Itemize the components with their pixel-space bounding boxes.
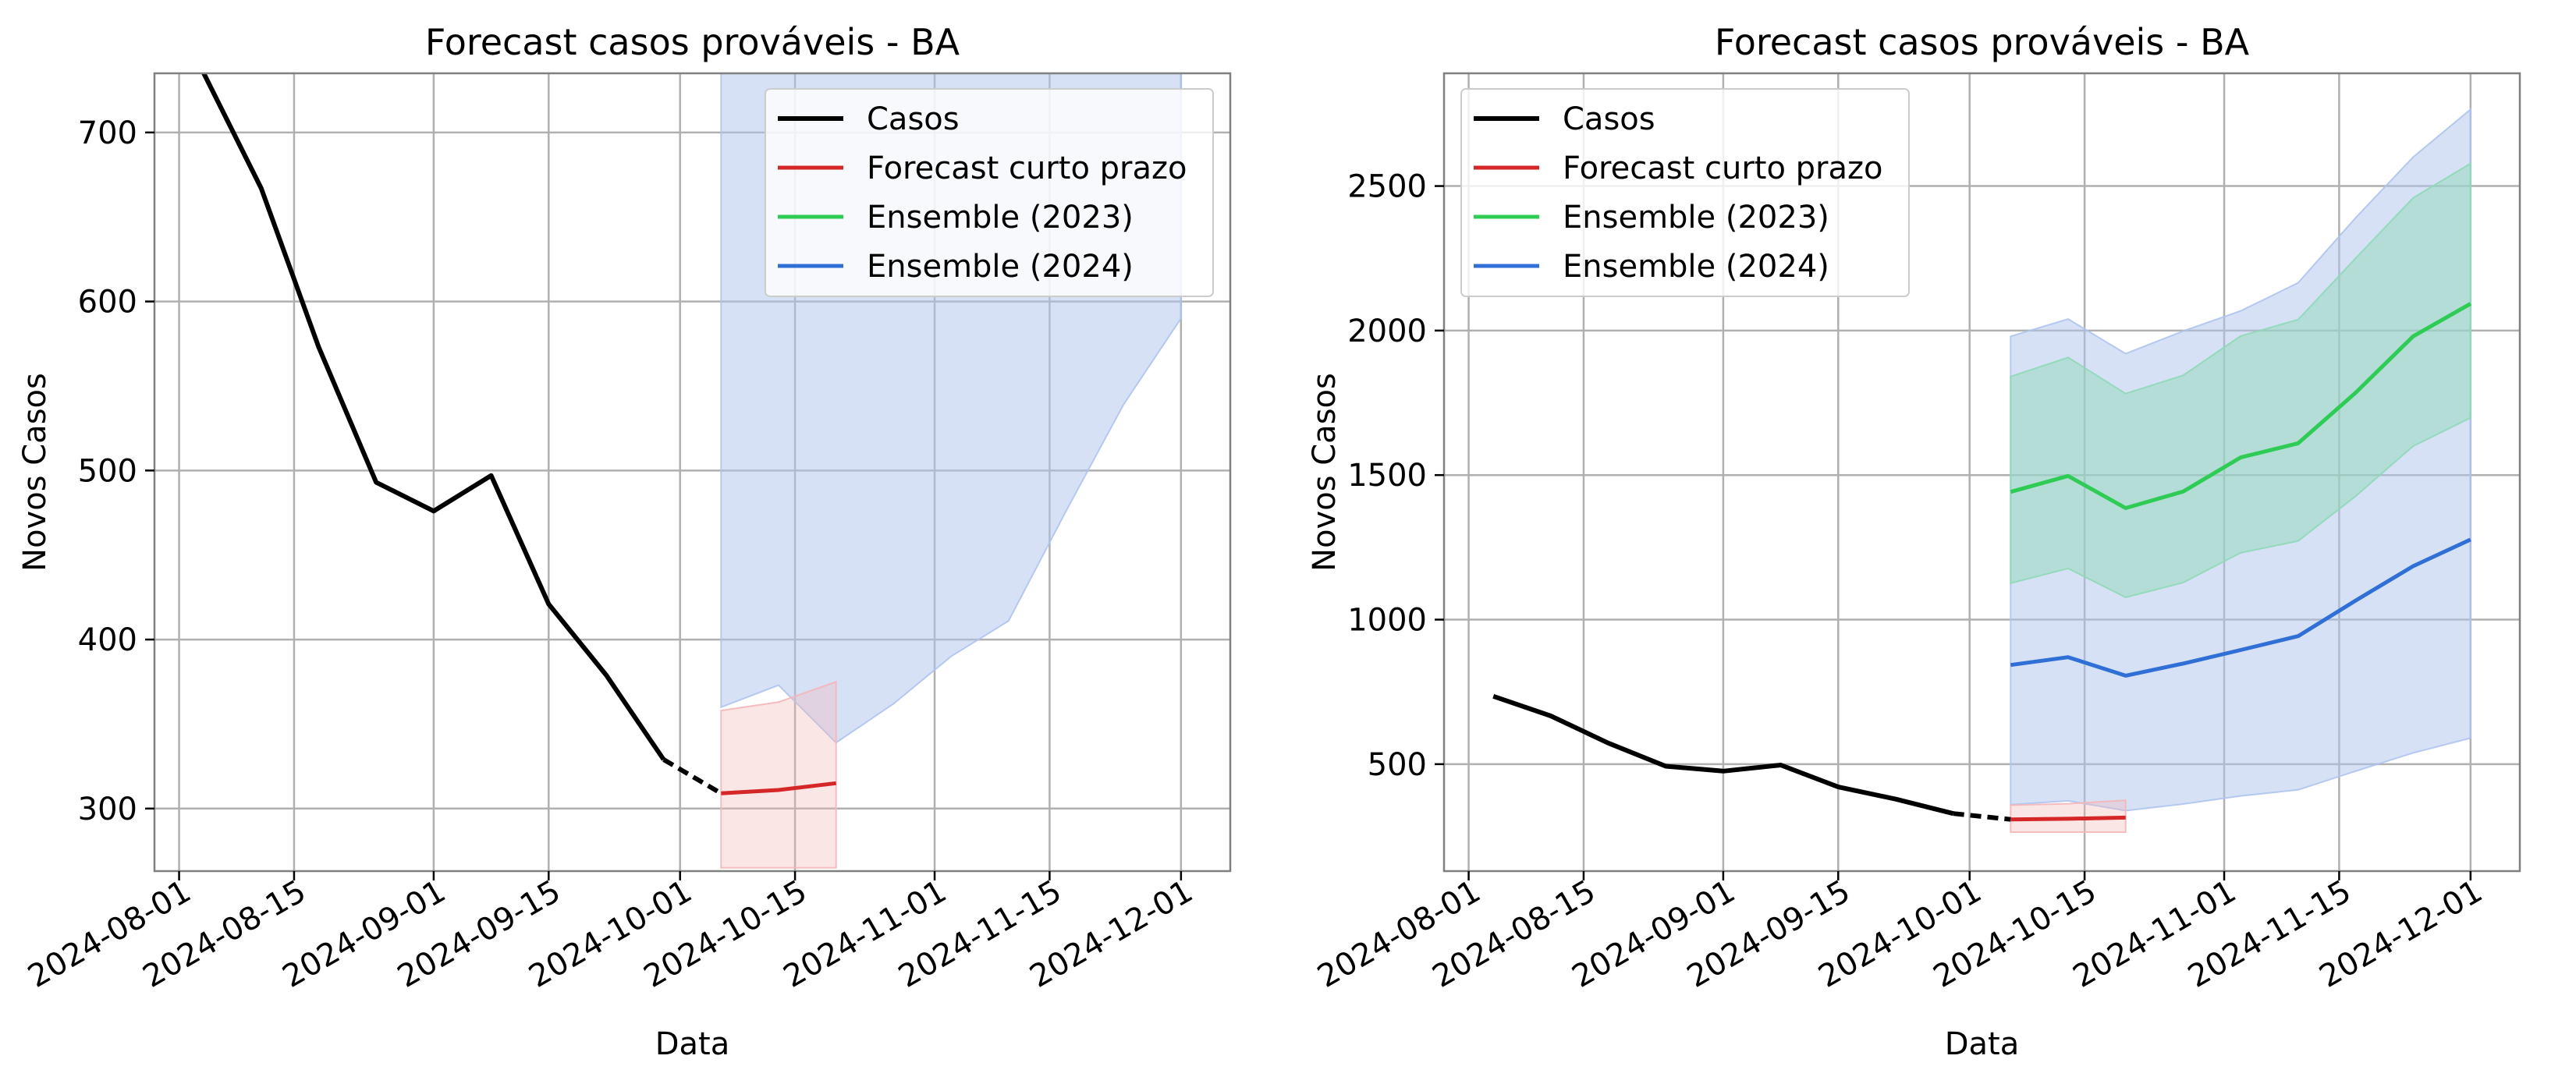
y-tick-label: 300: [78, 792, 137, 827]
y-tick-label: 500: [1368, 747, 1427, 783]
legend-label: Forecast curto prazo: [1563, 151, 1882, 186]
x-axis-label: Data: [1945, 1026, 2020, 1062]
legend-label: Casos: [1563, 101, 1655, 137]
chart-panel-1: 3004005006007002024-08-012024-08-152024-…: [17, 21, 1232, 1062]
y-tick-label: 500: [78, 453, 137, 489]
confidence-band-3: [720, 680, 837, 869]
y-tick-label: 400: [78, 622, 137, 658]
legend-label: Casos: [867, 101, 960, 137]
legend-label: Forecast curto prazo: [867, 151, 1187, 186]
series-line-2: [1953, 811, 2011, 822]
confidence-band-2: [2010, 161, 2471, 599]
legend-label: Ensemble (2023): [1563, 200, 1829, 236]
chart-title: Forecast casos prováveis - BA: [425, 21, 960, 63]
series-line-3: [721, 781, 836, 795]
y-tick-label: 1500: [1347, 458, 1427, 494]
series-line-1: [200, 73, 666, 761]
chart-title: Forecast casos prováveis - BA: [1715, 21, 2250, 63]
legend-label: Ensemble (2024): [1563, 249, 1829, 285]
legend-label: Ensemble (2023): [867, 200, 1134, 236]
legend-box: [765, 88, 1214, 297]
y-tick-label: 2500: [1347, 169, 1427, 205]
legend-box: [1460, 88, 1910, 297]
axes-frame: [1442, 72, 2521, 873]
y-axis-label: Novos Casos: [1307, 373, 1343, 572]
series-line-1: [1492, 693, 1954, 817]
y-tick-label: 700: [78, 115, 137, 151]
legend: Casos Forecast curto prazo Ensemble (2023)…: [1460, 88, 1910, 297]
series-line-2: [662, 757, 722, 795]
series-line-5: [2010, 537, 2471, 678]
legend: Casos Forecast curto prazo Ensemble (2023)…: [765, 88, 1214, 297]
chart-panel-2: 50010001500200025002024-08-012024-08-152…: [1307, 21, 2521, 1062]
y-axis-label: Novos Casos: [17, 373, 53, 572]
y-tick-label: 1000: [1347, 603, 1427, 639]
series-line-4: [2010, 302, 2472, 510]
series-line-3: [2010, 815, 2126, 822]
x-axis-label: Data: [655, 1026, 730, 1062]
confidence-band-3: [2010, 799, 2127, 833]
legend-label: Ensemble (2024): [867, 249, 1134, 285]
plot-area: [1492, 108, 2472, 833]
axes-frame: [153, 72, 1232, 873]
y-tick-label: 2000: [1347, 314, 1427, 349]
y-tick-label: 600: [78, 285, 137, 321]
